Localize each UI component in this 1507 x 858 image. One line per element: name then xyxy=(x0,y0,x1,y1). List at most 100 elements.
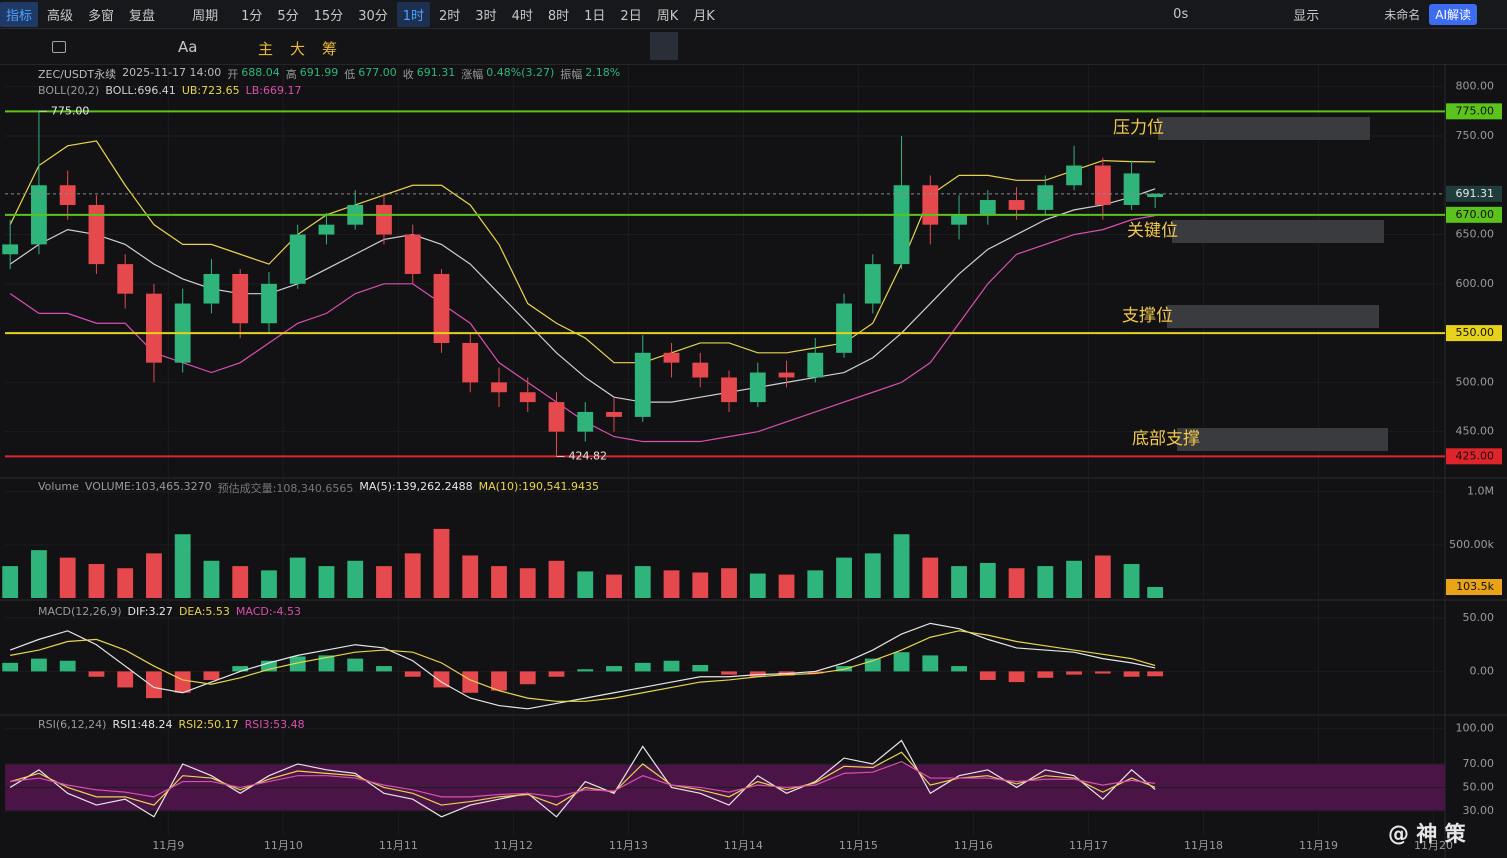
volume-bar xyxy=(376,566,392,598)
toolbar-button[interactable]: 多窗 xyxy=(88,8,115,24)
legend-item: MA(10):190,541.9435 xyxy=(478,480,599,493)
period-button[interactable]: 1时 xyxy=(396,1,431,27)
period-button[interactable]: 30分 xyxy=(358,8,388,24)
macd-bar xyxy=(433,671,450,688)
volume-bar xyxy=(692,572,709,598)
period-button[interactable]: 15分 xyxy=(313,8,344,24)
watermark: @ 神 策 xyxy=(1388,822,1466,846)
volume-bar xyxy=(577,571,594,598)
volume-bar xyxy=(893,534,910,598)
annotation: 关键位 xyxy=(1127,221,1178,241)
candle-body xyxy=(404,234,421,274)
macd-bar xyxy=(347,658,364,672)
y-tick-label: 50.00 xyxy=(1463,780,1495,793)
candle-body xyxy=(1123,173,1140,205)
price-label-box xyxy=(1446,103,1502,120)
text-tool[interactable]: Aa xyxy=(178,38,198,56)
volume-bar xyxy=(836,557,852,598)
legend-item: Volume xyxy=(38,480,79,493)
candle-body xyxy=(318,224,335,235)
tool[interactable]: 主 xyxy=(258,40,274,58)
volume-bar xyxy=(261,570,277,598)
y-tick-label: 500.00k xyxy=(1449,538,1494,551)
candle-body xyxy=(2,244,19,255)
toolbar-button[interactable]: 高级 xyxy=(47,8,74,24)
macd-bar xyxy=(634,662,651,672)
rsi-line xyxy=(9,739,1156,818)
period-button[interactable]: 5分 xyxy=(277,8,299,24)
annotation-box xyxy=(1158,117,1370,140)
top-toolbar: 指标 高级 多窗 复盘 周期 1分 5分 15分 30分 1时 2时 3时 4时… xyxy=(0,0,1507,29)
symbol: ZEC/USDT永续 xyxy=(38,68,117,81)
y-tick-label: 600.00 xyxy=(1456,277,1495,290)
filter-tool[interactable] xyxy=(650,32,678,60)
y-tick-label: 30.00 xyxy=(1463,804,1495,817)
y-tick-label: 500.00 xyxy=(1456,375,1495,388)
toolbar-button[interactable]: 复盘 xyxy=(129,8,156,24)
period-button[interactable]: 1分 xyxy=(241,8,263,24)
period-button[interactable]: 2时 xyxy=(439,8,461,24)
macd-bar xyxy=(721,671,737,675)
tool[interactable]: 筹 xyxy=(322,40,338,58)
stat-label: 高 xyxy=(285,68,297,81)
period-button[interactable]: 8时 xyxy=(547,8,570,24)
layout-name[interactable]: 未命名 xyxy=(1384,7,1421,22)
candle-body xyxy=(979,200,996,215)
volume-bar xyxy=(203,560,220,598)
candle-body xyxy=(864,264,881,304)
candle-body xyxy=(146,293,162,363)
period-button[interactable]: 4时 xyxy=(511,8,533,24)
period-button[interactable]: 1日 xyxy=(584,8,606,24)
x-tick-label: 11月13 xyxy=(609,839,648,852)
stat-value: 691.31 xyxy=(416,66,456,79)
stat-label: 收 xyxy=(402,68,414,81)
candle-body xyxy=(117,264,134,294)
macd-bar xyxy=(232,666,249,672)
y-tick-label: 1.0M xyxy=(1467,485,1494,498)
candle-body xyxy=(721,377,737,403)
volume-bar xyxy=(174,534,191,598)
candle-body xyxy=(1037,185,1054,210)
macd-bar xyxy=(922,655,939,672)
volume-bar xyxy=(59,557,76,598)
legend-item: RSI1:48.24 xyxy=(112,718,173,731)
volume-bar xyxy=(606,574,622,598)
ai-button[interactable]: AI解读 xyxy=(1429,3,1477,25)
volume-bar xyxy=(146,553,162,598)
annotation: 底部支撑 xyxy=(1132,429,1200,449)
x-tick-label: 11月20 xyxy=(1414,839,1453,852)
macd-bar xyxy=(31,658,47,672)
y-tick-label: 70.00 xyxy=(1463,757,1495,770)
candle-body xyxy=(289,234,306,284)
toolbar-button[interactable]: 周期 xyxy=(192,8,219,24)
stat-label: 涨幅 xyxy=(461,68,484,81)
volume-bar xyxy=(1066,560,1082,598)
volume-bar xyxy=(1094,555,1111,598)
volume-bar xyxy=(491,566,507,598)
period-button[interactable]: 2日 xyxy=(620,8,642,24)
volume-bar xyxy=(1008,568,1025,598)
rect-tool[interactable] xyxy=(52,41,66,53)
macd-bar xyxy=(606,666,622,672)
period-button[interactable]: 3时 xyxy=(475,8,497,24)
candle-body xyxy=(491,382,507,393)
price-label-box xyxy=(1446,206,1502,223)
tool[interactable]: 大 xyxy=(290,40,306,58)
y-tick-label: 0.00 xyxy=(1470,664,1495,677)
volume-bar xyxy=(289,557,306,598)
volume-bar xyxy=(347,560,364,598)
candle-body xyxy=(433,273,450,343)
volume-bar xyxy=(1037,566,1054,598)
display-button[interactable]: 显示 xyxy=(1293,8,1320,24)
volume-bar xyxy=(31,550,47,598)
macd-bar xyxy=(519,671,536,685)
indicator-button[interactable]: 指标 xyxy=(0,1,39,27)
candle-body xyxy=(1147,193,1164,198)
volume-bar xyxy=(2,566,19,598)
period-button[interactable]: 周K xyxy=(656,8,679,24)
period-button[interactable]: 月K xyxy=(693,8,715,24)
volume-bar xyxy=(519,568,536,598)
price-label: 670.00 xyxy=(1456,208,1495,221)
